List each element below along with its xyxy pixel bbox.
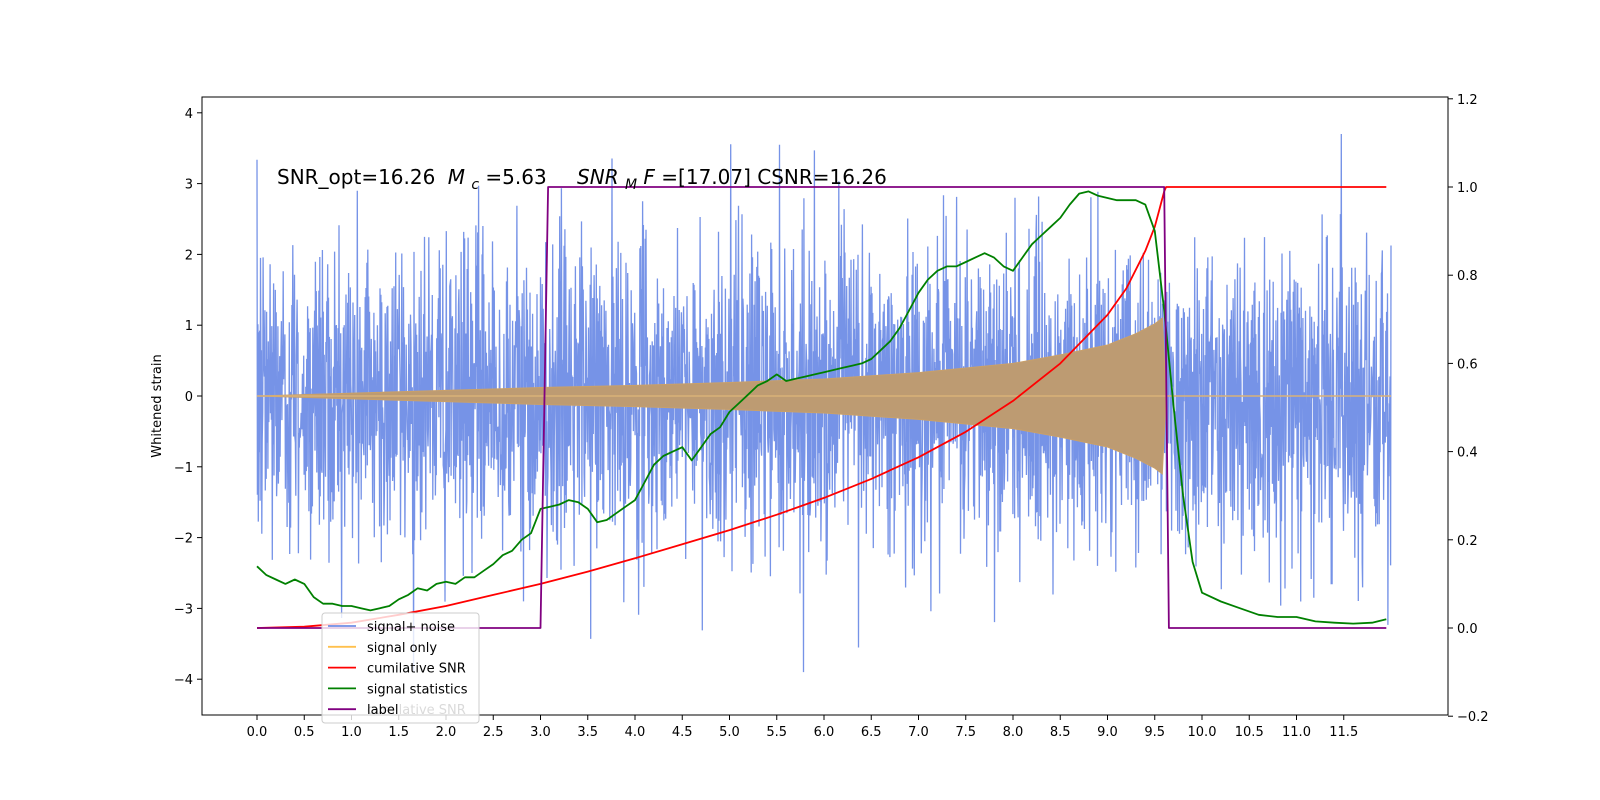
y2-tick-label: 0.0 [1457, 622, 1478, 637]
y-axis-left: 4 3 2 1 0 −1 −2 −3 −4 [174, 107, 202, 688]
title-mc-sub: c [471, 177, 479, 193]
plot-frame [201, 96, 1449, 716]
y2-tick-label: 0.2 [1457, 534, 1478, 549]
y-tick-label: −1 [174, 461, 193, 476]
y2-tick-label: 1.0 [1457, 181, 1478, 196]
y2-tick-label: 0.6 [1457, 357, 1478, 372]
x-tick-label: 11.0 [1282, 725, 1311, 740]
x-tick-label: 8.0 [1003, 725, 1024, 740]
x-axis: 0.0 0.5 1.0 1.5 2.0 2.5 3.0 3.5 4.0 4.5 5.0 5.5 6.0 6… [247, 715, 1358, 740]
x-tick-label: 0.0 [247, 725, 268, 740]
x-tick-label: 6.0 [814, 725, 835, 740]
y-tick-label: −3 [174, 602, 193, 617]
title-snrmf-symbol: SNR [577, 165, 619, 189]
x-tick-label: 9.0 [1097, 725, 1118, 740]
legend-ghost-label: cumilative SNR [367, 703, 466, 718]
x-tick-label: 4.0 [625, 725, 646, 740]
legend-label: label [367, 703, 398, 718]
x-tick-label: 2.5 [483, 725, 504, 740]
legend-label: cumilative SNR [367, 662, 466, 677]
legend-box [321, 612, 480, 724]
y-tick-label: 3 [185, 178, 193, 193]
title-mc-symbol: M [448, 165, 465, 189]
legend-label: signal+ noise [367, 620, 455, 635]
x-tick-label: 1.0 [341, 725, 362, 740]
y2-tick-label: 0.8 [1457, 269, 1478, 284]
x-tick-label: 1.5 [388, 725, 409, 740]
x-tick-label: 3.5 [577, 725, 598, 740]
x-tick-label: 10.5 [1235, 725, 1264, 740]
legend: cumilative SNR signal+ noise signal only cu… [321, 612, 480, 724]
x-tick-label: 7.5 [955, 725, 976, 740]
x-tick-label: 5.5 [766, 725, 787, 740]
y-tick-label: −4 [174, 673, 193, 688]
cumulative-snr-line [256, 186, 1387, 629]
x-tick-label: 5.0 [719, 725, 740, 740]
x-tick-label: 7.0 [908, 725, 929, 740]
legend-label: signal only [367, 641, 437, 656]
y-axis-label: Whitened strain [150, 354, 165, 457]
x-tick-label: 11.5 [1329, 725, 1358, 740]
title-snrmf-sub: M [625, 177, 637, 193]
label-line [257, 186, 1387, 629]
chart-title: SNR_opt=16.26 M c =5.63 SNR M F =[17.07]… [277, 165, 887, 194]
signal-statistics-line [256, 190, 1387, 625]
x-tick-label: 10.0 [1188, 725, 1217, 740]
x-tick-label: 9.5 [1144, 725, 1165, 740]
title-snrmf-value: =[17.07] CSNR=16.26 [661, 165, 887, 189]
x-tick-label: 3.0 [530, 725, 551, 740]
x-tick-label: 4.5 [672, 725, 693, 740]
title-snr-opt: SNR_opt=16.26 [277, 165, 435, 189]
title-snrmf-tail: F [643, 165, 655, 189]
y-axis-right: 1.2 1.0 0.8 0.6 0.4 0.2 0.0 −0.2 [1448, 93, 1489, 725]
y-tick-label: 4 [185, 107, 193, 122]
legend-label: signal statistics [367, 682, 468, 697]
x-tick-label: 6.5 [861, 725, 882, 740]
y2-tick-label: −0.2 [1457, 710, 1489, 725]
y-tick-label: 0 [185, 390, 193, 405]
y2-tick-label: 0.4 [1457, 446, 1478, 461]
y-tick-label: 1 [185, 319, 193, 334]
y-tick-label: 2 [185, 248, 193, 263]
x-tick-label: 0.5 [294, 725, 315, 740]
y-tick-label: −2 [174, 532, 193, 547]
x-tick-label: 8.5 [1050, 725, 1071, 740]
y2-tick-label: 1.2 [1457, 93, 1478, 108]
x-tick-label: 2.0 [436, 725, 457, 740]
right-axis-series [256, 186, 1387, 629]
title-mc-value: =5.63 [485, 165, 546, 189]
